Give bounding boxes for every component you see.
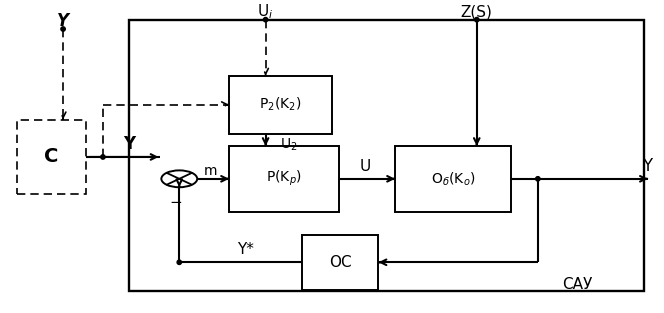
Text: U$_2$: U$_2$ bbox=[280, 137, 297, 153]
Bar bbox=[229, 146, 339, 212]
Text: САУ: САУ bbox=[562, 277, 593, 292]
Text: O$_б$(K$_о$): O$_б$(K$_о$) bbox=[431, 170, 475, 187]
Ellipse shape bbox=[177, 260, 181, 264]
Ellipse shape bbox=[475, 18, 479, 22]
Text: m: m bbox=[204, 164, 217, 178]
Bar bbox=[17, 120, 86, 194]
Text: P$_2$(K$_2$): P$_2$(K$_2$) bbox=[259, 96, 302, 113]
Ellipse shape bbox=[101, 155, 105, 159]
Text: U: U bbox=[360, 159, 371, 174]
Text: Y*: Y* bbox=[237, 242, 254, 257]
Ellipse shape bbox=[536, 177, 540, 181]
Bar bbox=[229, 76, 332, 134]
Text: C: C bbox=[44, 147, 58, 167]
Text: Z(S): Z(S) bbox=[461, 4, 493, 19]
Ellipse shape bbox=[61, 27, 65, 31]
Text: Y: Y bbox=[124, 136, 135, 153]
Text: Y: Y bbox=[642, 157, 653, 175]
Text: U$_i$: U$_i$ bbox=[258, 3, 274, 21]
Text: P(K$_р$): P(K$_р$) bbox=[266, 169, 301, 188]
Text: −: − bbox=[169, 195, 183, 210]
Ellipse shape bbox=[264, 18, 268, 22]
Bar bbox=[129, 20, 644, 291]
Text: Y: Y bbox=[57, 12, 69, 30]
Bar bbox=[302, 235, 378, 290]
Text: OC: OC bbox=[329, 255, 352, 270]
Bar bbox=[395, 146, 511, 212]
Circle shape bbox=[161, 170, 197, 187]
